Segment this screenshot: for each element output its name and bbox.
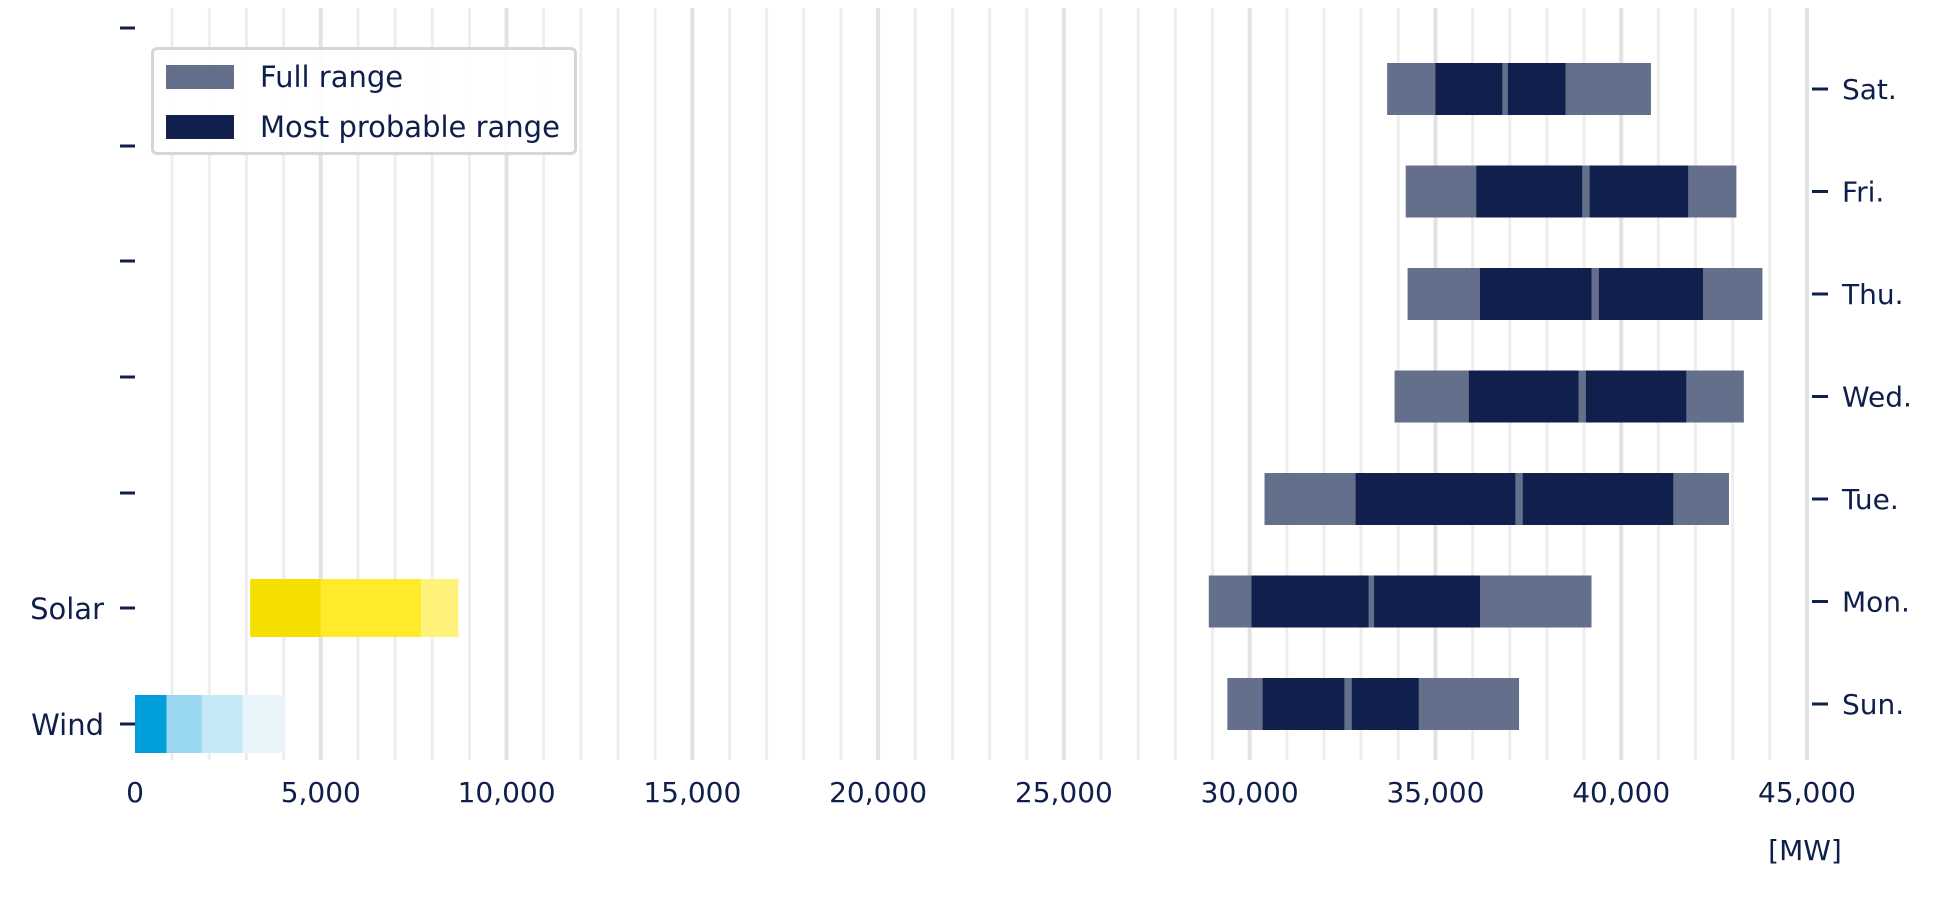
renewable-segment-bar [166,695,202,753]
x-tick-label: 0 [126,776,144,809]
x-tick-label: 15,000 [643,776,741,809]
most-probable-range-bar [1522,473,1674,525]
renewable-segment-bar [242,695,286,753]
right-axis-label: Wed. [1842,381,1912,414]
renewable-segment-bar [320,579,422,637]
legend-item-full-range: Full range [166,57,403,97]
right-axis-label: Tue. [1841,483,1899,516]
x-tick-label: 35,000 [1386,776,1484,809]
x-tick-label: 30,000 [1201,776,1299,809]
most-probable-range-bar [1476,165,1583,218]
right-axis-label: Fri. [1842,176,1884,209]
x-tick-label: 5,000 [281,776,361,809]
renewable-segment-bar [250,579,321,637]
most-probable-range-bar [1251,575,1369,628]
most-probable-range-bar [1435,63,1503,115]
renewable-segment-bar [135,695,167,753]
axis-layer: 0 5,000 10,000 15,000 20,000 25,000 30,000 35,0… [30,26,1912,809]
x-tick-label: 45,000 [1758,776,1856,809]
right-axis-label: Sat. [1842,73,1897,106]
right-axis-label: Sun. [1842,688,1904,721]
most-probable-range-bar [1480,268,1592,320]
bar-layer [135,63,1763,753]
x-tick-label: 25,000 [1015,776,1113,809]
right-axis-label: Thu. [1841,278,1904,311]
most-probable-range-bar [1507,63,1566,115]
x-tick-label: 40,000 [1572,776,1670,809]
legend-item-most-probable-range: Most probable range [166,107,560,147]
renewable-segment-bar [201,695,243,753]
x-tick-label: 20,000 [829,776,927,809]
most-probable-range-bar [1355,473,1516,525]
x-tick-label: 10,000 [458,776,556,809]
most-probable-range-bar [1598,268,1703,320]
left-axis-label: Solar [30,592,104,626]
left-axis-label: Wind [31,708,104,742]
legend-label-most-probable-range: Most probable range [260,110,560,144]
most-probable-range-bar [1374,575,1481,628]
legend-label-full-range: Full range [260,60,404,94]
most-probable-range-bar [1351,678,1419,730]
legend: Full range Most probable range [151,47,577,155]
most-probable-range-bar [1262,678,1345,730]
legend-swatch-most-probable-range [166,115,234,139]
most-probable-range-bar [1589,165,1689,218]
most-probable-range-bar [1468,370,1579,423]
x-axis-unit-label: [MW] [1768,834,1842,867]
most-probable-range-bar [1585,370,1687,423]
right-axis-label: Mon. [1842,586,1910,619]
renewable-segment-bar [421,579,459,637]
legend-swatch-full-range [166,65,234,89]
